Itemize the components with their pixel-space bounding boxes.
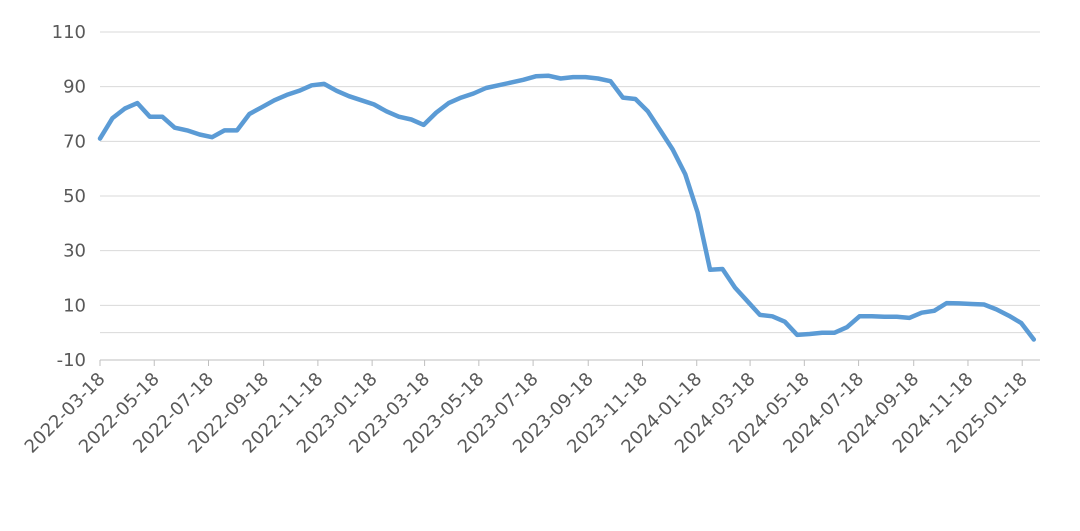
data-line [97,73,1037,342]
y-tick-label: 50 [63,186,86,207]
y-tick-label: 110 [52,22,86,43]
y-tick-label: -10 [57,350,86,371]
y-tick-label: 10 [63,295,86,316]
y-tick-label: 70 [63,131,86,152]
y-tick-label: 30 [63,241,86,262]
y-tick-label: 90 [63,77,86,98]
